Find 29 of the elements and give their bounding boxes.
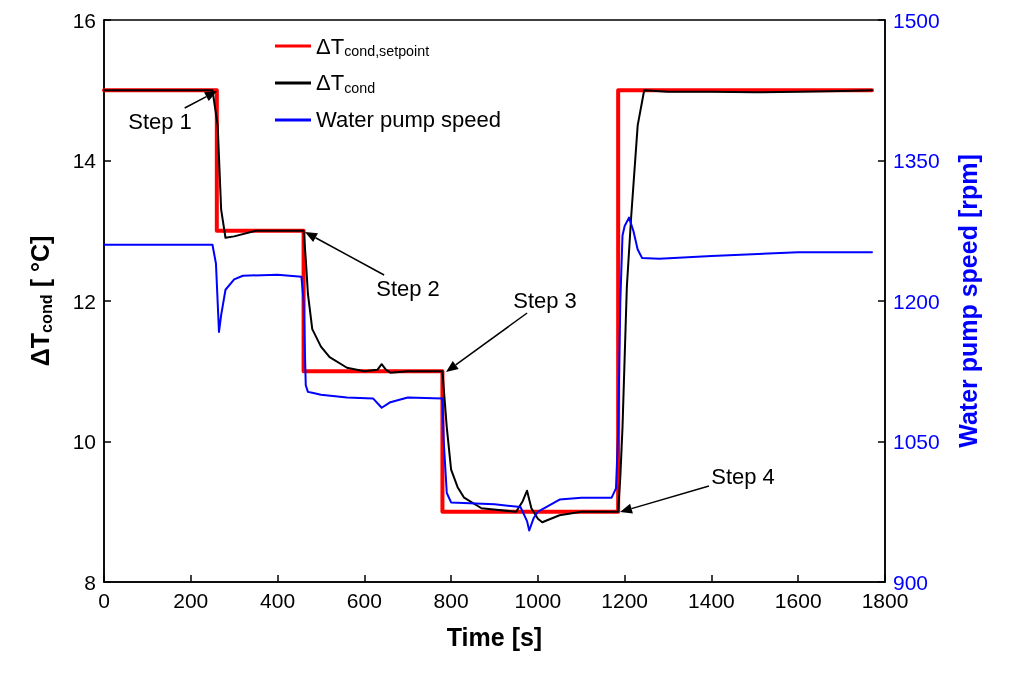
- legend-label: ΔTcond,setpoint: [316, 33, 430, 59]
- y2-tick-label: 1050: [893, 430, 940, 453]
- x-tick-label: 200: [173, 589, 209, 612]
- x-axis-title: Time [s]: [446, 622, 543, 651]
- y-tick-label: 8: [84, 570, 96, 594]
- x-tick-label: 1600: [774, 589, 822, 612]
- annotation: Step 4: [711, 463, 775, 489]
- x-tick-label: 800: [433, 589, 469, 612]
- y2-tick-label: 1200: [893, 289, 940, 313]
- x-tick-label: 1000: [514, 589, 562, 612]
- y-tick-label: 12: [72, 289, 96, 313]
- legend-label: Water pump speed: [316, 107, 502, 133]
- annotation: Step 1: [128, 108, 192, 134]
- y-tick-label: 14: [72, 149, 97, 172]
- y2-tick-label: 1500: [893, 8, 940, 32]
- y-tick-label: 10: [72, 430, 96, 453]
- x-tick-label: 400: [260, 589, 296, 612]
- y2-axis-title: Water pump speed [rpm]: [953, 154, 982, 448]
- annotation: Step 2: [376, 275, 440, 301]
- line-series: [103, 216, 873, 532]
- x-tick-label: 600: [346, 589, 382, 612]
- y-tick-label: 16: [72, 8, 96, 32]
- y-axis-title: ΔTcond [ °C]: [26, 235, 55, 367]
- x-tick-label: 1400: [688, 589, 735, 612]
- x-tick-label: 1200: [601, 589, 649, 612]
- x-tick-label: 0: [98, 589, 110, 612]
- legend-label: ΔTcond: [316, 70, 376, 96]
- annotation: Step 3: [513, 287, 577, 313]
- y2-tick-label: 1350: [893, 149, 940, 172]
